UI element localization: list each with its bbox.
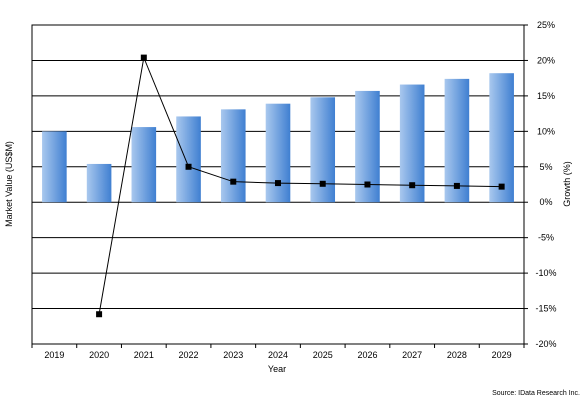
bar-series [42,73,514,203]
source-note: Source: IData Research Inc. [492,390,580,397]
y2-tick-label: 15% [537,91,555,101]
plot-border [31,24,525,345]
growth-marker-2022 [185,163,192,170]
bar-2020 [86,163,112,203]
y-axis-title: Market Value (US$M) [4,141,14,227]
growth-marker-2027 [409,182,416,189]
growth-marker-2024 [275,180,281,187]
plot-frame [31,24,525,345]
y2-axis-title: Growth (%) [562,161,572,207]
x-tick-label: 2027 [402,350,422,360]
bar-2023 [220,109,246,203]
x-axis-title: Year [268,364,286,374]
x-axis-ticks: 2019 2020 2021 2022 2023 2024 2025 2026 2027 2028… [31,344,525,360]
growth-marker-2021 [140,54,147,61]
x-tick-label: 2024 [268,350,288,360]
growth-marker-2028 [453,182,460,189]
bar-2022 [176,116,201,203]
right-axis-ticks: 25% 20% 15% 10% 5% 0% -5% -10% -15% -20% [524,20,557,349]
x-tick-label: 2022 [179,350,199,360]
y2-tick-label: 0% [539,197,552,207]
y2-tick-label: 20% [537,55,555,65]
growth-marker-2025 [319,180,326,187]
y2-tick-label: 5% [539,162,552,172]
x-tick-label: 2029 [492,350,512,360]
bar-2019 [42,131,67,203]
growth-marker-2029 [498,183,505,190]
bar-2024 [265,103,291,203]
y2-tick-label: -5% [538,233,554,243]
growth-line-series [96,54,505,318]
y2-tick-label: -20% [535,339,556,349]
growth-marker-2023 [230,178,237,185]
x-tick-label: 2021 [134,350,154,360]
y2-tick-label: 10% [537,126,555,136]
y2-tick-label: -10% [535,268,556,278]
growth-marker-2020 [96,311,103,318]
bar-2021 [131,127,157,203]
growth-marker-2026 [364,181,371,188]
bar-2028 [444,78,470,203]
x-tick-label: 2019 [44,350,64,360]
x-tick-label: 2020 [89,350,109,360]
y2-tick-label: -15% [535,304,556,314]
y2-tick-label: 25% [537,20,555,30]
growth-line [98,55,502,315]
bar-2029 [489,73,514,203]
x-tick-label: 2026 [357,350,377,360]
x-tick-label: 2028 [447,350,467,360]
x-tick-label: 2025 [313,350,333,360]
x-tick-label: 2023 [223,350,243,360]
